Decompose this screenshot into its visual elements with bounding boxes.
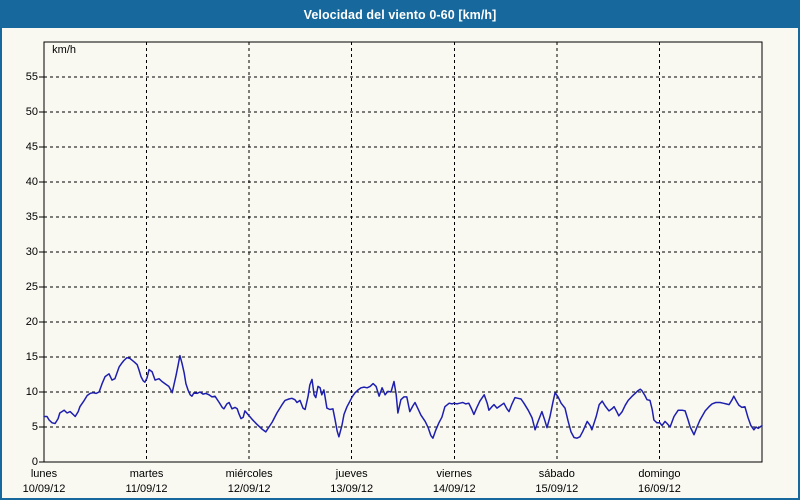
- y-axis-unit-label: km/h: [52, 44, 76, 56]
- chart-title-bar: Velocidad del viento 0-60 [km/h]: [2, 2, 798, 28]
- x-tick-label: lunes 10/09/12: [2, 467, 99, 497]
- y-tick-label: 25: [25, 281, 38, 293]
- y-tick-label: 15: [25, 351, 38, 363]
- x-tick-date: 10/09/12: [22, 483, 66, 495]
- x-tick-label: viernes 14/09/12: [399, 467, 509, 497]
- x-tick-day: miércoles: [225, 468, 273, 480]
- chart-area: km/h 0 5 10 15 20 25 30 35 40 45 50 55 lunes 10/09/12 m…: [2, 28, 798, 498]
- y-tick-label: 30: [25, 246, 38, 258]
- x-tick-label: martes 11/09/12: [92, 467, 202, 497]
- y-tick-label: 35: [25, 211, 38, 223]
- plot-border: [43, 41, 763, 463]
- x-tick-day: jueves: [335, 468, 368, 480]
- x-tick-date: 12/09/12: [227, 483, 271, 495]
- chart-title: Velocidad del viento 0-60 [km/h]: [303, 8, 497, 22]
- y-tick-label: 45: [25, 141, 38, 153]
- y-tick-label: 50: [25, 106, 38, 118]
- x-tick-label: sábado 15/09/12: [502, 467, 612, 497]
- x-tick-label: domingo 16/09/12: [604, 467, 714, 497]
- x-tick-date: 16/09/12: [638, 483, 681, 495]
- x-tick-day: sábado: [538, 468, 575, 480]
- x-tick-date: 11/09/12: [125, 483, 168, 495]
- wind-speed-line: [43, 354, 763, 439]
- x-tick-date: 13/09/12: [330, 483, 374, 495]
- x-tick-date: 15/09/12: [535, 483, 579, 495]
- y-tick-label: 40: [25, 176, 38, 188]
- x-tick-day: viernes: [436, 468, 473, 480]
- y-tick-label: 0: [31, 456, 38, 468]
- y-tick-label: 55: [25, 71, 38, 83]
- x-tick-day: martes: [129, 468, 164, 480]
- x-tick-day: domingo: [638, 468, 681, 480]
- y-tick-label: 5: [31, 421, 38, 433]
- x-tick-label: jueves 13/09/12: [297, 467, 407, 497]
- x-tick-label: miércoles 12/09/12: [194, 467, 304, 497]
- x-tick-date: 14/09/12: [432, 483, 476, 495]
- y-tick-label: 10: [25, 386, 38, 398]
- x-tick-day: lunes: [30, 468, 58, 480]
- y-tick-label: 20: [25, 316, 38, 328]
